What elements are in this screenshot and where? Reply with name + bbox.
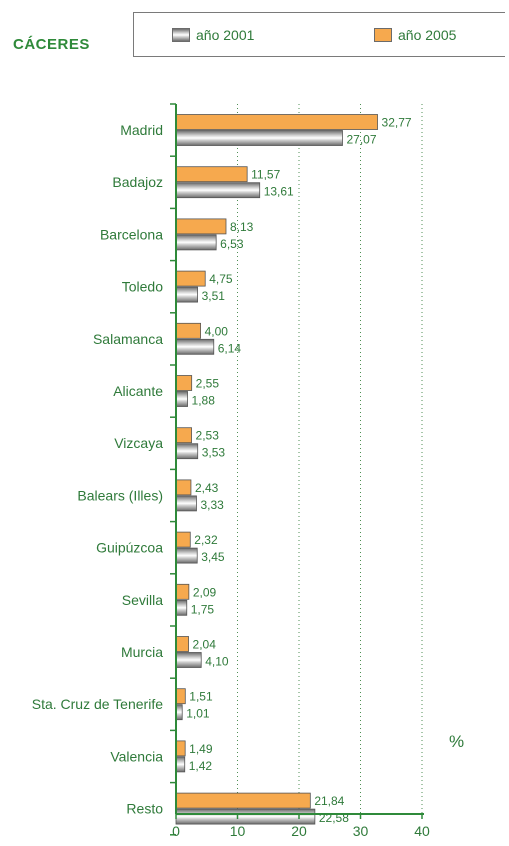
bar-2001	[175, 391, 188, 407]
data-label-2005: 2,09	[193, 585, 217, 599]
bar-2001	[175, 182, 261, 199]
category-label: Guipúzcoa	[96, 540, 163, 556]
bar-2001	[175, 756, 186, 773]
data-label-2005: 4,75	[209, 272, 233, 286]
category-label: Balears (Illes)	[77, 487, 163, 503]
bar-2005	[175, 531, 191, 548]
bar-2001	[175, 338, 215, 355]
data-label-2001: 1,75	[191, 602, 215, 616]
bar-2001	[175, 234, 217, 251]
data-label-2001: 6,53	[220, 237, 244, 251]
data-label-2005: 1,49	[189, 742, 213, 756]
data-label-2001: 6,14	[218, 341, 242, 355]
category-label: Sevilla	[122, 592, 163, 608]
data-label-2005: 32,77	[382, 116, 412, 130]
data-label-2005: 2,53	[196, 429, 220, 443]
x-tick-label: 40	[414, 823, 430, 839]
bar-2005	[175, 218, 227, 235]
legend-item-2001: año 2001	[172, 26, 254, 44]
legend-label-2001: año 2001	[196, 27, 255, 43]
data-label-2001: 4,10	[205, 655, 229, 669]
bar-2001	[175, 130, 343, 146]
data-label-2005: 2,32	[194, 533, 218, 547]
data-label-2001: 1,88	[192, 394, 216, 408]
category-label: Salamanca	[93, 331, 163, 347]
data-label-2005: 2,43	[195, 481, 219, 495]
bar-2005	[175, 375, 193, 391]
unit-label: %	[449, 732, 465, 751]
bar-2005	[175, 792, 311, 809]
data-label-2005: 21,84	[314, 794, 344, 808]
data-label-2001: 3,33	[200, 498, 224, 512]
category-label: Sta. Cruz de Tenerife	[32, 696, 163, 712]
bar-2005	[175, 166, 248, 183]
x-tick-label: 30	[353, 823, 369, 839]
data-label-2005: 4,00	[205, 324, 229, 338]
category-label: Vizcaya	[114, 435, 163, 451]
x-tick-label: 10	[230, 823, 246, 839]
bar-2005	[175, 583, 190, 600]
bar-2005	[175, 636, 189, 652]
data-label-2001: 3,51	[202, 289, 226, 303]
category-label: Toledo	[122, 279, 163, 295]
bar-2005	[175, 740, 186, 757]
data-label-2005: 2,04	[193, 638, 217, 652]
legend-swatch-2001	[172, 28, 190, 42]
data-label-2001: 3,45	[201, 550, 225, 564]
bar-2001	[175, 286, 198, 303]
category-label: Murcia	[121, 644, 163, 660]
bar-2005	[175, 688, 186, 705]
data-label-2001: 13,61	[264, 185, 294, 199]
bar-2001	[175, 547, 198, 564]
category-label: Resto	[126, 801, 163, 817]
data-label-2001: 27,07	[346, 133, 376, 147]
bar-2005	[175, 270, 206, 287]
bar-2005	[175, 479, 192, 496]
legend-item-2005: año 2005	[374, 26, 456, 44]
data-label-2001: 3,53	[202, 446, 226, 460]
bar-2001	[175, 652, 202, 668]
category-label: Alicante	[113, 383, 163, 399]
chart-region-title: CÁCERES	[13, 36, 90, 53]
x-tick-label: 0	[172, 823, 180, 839]
x-tick-label: 20	[291, 823, 307, 839]
bar-2001	[175, 808, 316, 825]
category-label: Barcelona	[100, 226, 163, 242]
legend: año 2001 año 2005	[133, 12, 505, 57]
data-label-2005: 2,55	[196, 377, 220, 391]
data-label-2001: 1,01	[186, 707, 210, 721]
data-label-2005: 11,57	[251, 168, 280, 182]
category-label: Badajoz	[112, 174, 163, 190]
legend-label-2005: año 2005	[398, 27, 457, 43]
data-label-2001: 1,42	[189, 759, 213, 773]
bar-2005	[175, 322, 202, 339]
bar-2001	[175, 599, 188, 616]
bar-2005	[175, 427, 192, 444]
bar-2001	[175, 443, 199, 460]
legend-swatch-2005	[374, 28, 392, 42]
category-label: Madrid	[120, 122, 163, 138]
data-label-2005: 8,13	[230, 220, 254, 234]
bar-2005	[175, 114, 378, 130]
bar-2001	[175, 495, 197, 512]
category-label: Valencia	[110, 748, 163, 764]
data-label-2005: 1,51	[189, 690, 213, 704]
